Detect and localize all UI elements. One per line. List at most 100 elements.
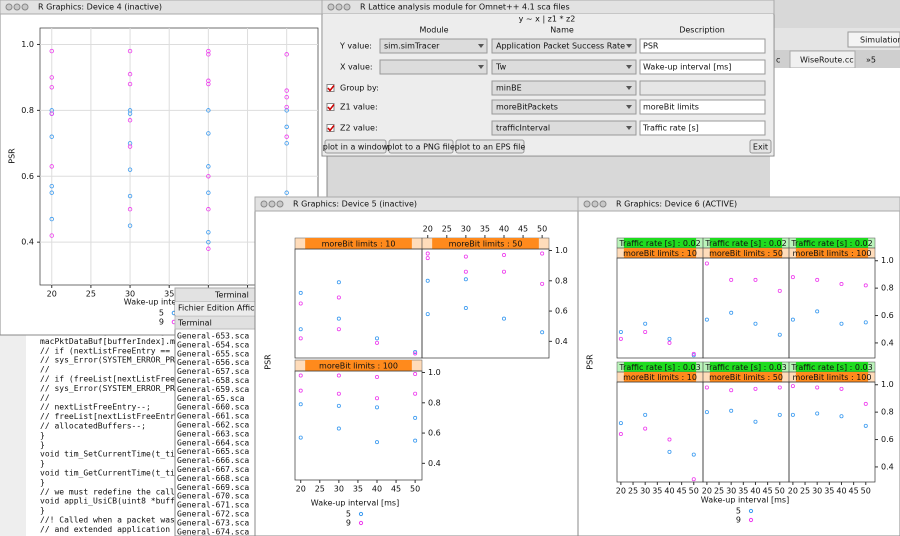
- strip-level: [795, 248, 869, 258]
- data-point: [284, 124, 289, 130]
- module-combo[interactable]: [379, 59, 488, 75]
- data-point: [127, 81, 133, 87]
- code-line: }: [40, 478, 45, 487]
- window-button[interactable]: [591, 200, 599, 208]
- description-field[interactable]: [639, 80, 766, 96]
- strip-level: [795, 372, 869, 382]
- name-combo[interactable]: [491, 38, 637, 54]
- strip-level: [623, 372, 697, 382]
- data-point: [839, 321, 844, 326]
- data-point: [49, 190, 54, 195]
- description-field[interactable]: [639, 59, 766, 75]
- strip-label: moreBit limits : 10: [322, 240, 396, 249]
- data-point: [49, 183, 54, 189]
- button[interactable]: [324, 139, 387, 154]
- button-label: Exit: [753, 143, 768, 152]
- window-button[interactable]: [260, 200, 268, 208]
- code-line: // sys_Error(SYSTEM_ERROR_PRNG: [40, 384, 185, 393]
- x-tick-label: 20: [423, 225, 433, 234]
- name-combo[interactable]: [491, 99, 637, 115]
- window-button[interactable]: [327, 3, 335, 11]
- code-line: //: [40, 365, 50, 374]
- window-button[interactable]: [583, 200, 591, 208]
- perspective-button[interactable]: [847, 31, 900, 48]
- x-tick-label: 40: [750, 487, 760, 496]
- button-label: plot in a window: [323, 143, 389, 152]
- y-tick-label: 0.6: [21, 172, 34, 181]
- x-tick-label: 35: [824, 487, 834, 496]
- data-point: [49, 134, 54, 139]
- terminal-line: General-671.sca: [177, 501, 249, 510]
- module-combo[interactable]: [379, 38, 488, 54]
- x-tick-label: 25: [442, 225, 452, 234]
- data-point: [618, 421, 623, 426]
- x-tick-label: 50: [861, 487, 871, 496]
- code-line: // sys_Error(SYSTEM_ERROR_PRNG: [40, 356, 185, 365]
- checkbox[interactable]: [326, 124, 335, 132]
- data-point: [413, 372, 418, 377]
- strip-label: Traffic rate [s] : 0.02: [704, 239, 786, 248]
- data-point: [729, 277, 734, 282]
- window-button[interactable]: [343, 3, 351, 11]
- checkbox[interactable]: [326, 84, 335, 92]
- window-title: R Graphics: Device 6 (ACTIVE): [616, 200, 737, 209]
- strip-label: moreBit limits : 100: [793, 373, 872, 382]
- x-tick-label: 45: [677, 487, 687, 496]
- terminal-line: General-667.sca: [177, 465, 249, 474]
- data-point: [643, 329, 648, 334]
- button[interactable]: [749, 139, 772, 154]
- combo-arrow: [626, 86, 632, 90]
- name-combo[interactable]: [491, 59, 637, 75]
- terminal-line: General-653.sca: [177, 332, 249, 341]
- data-point: [753, 277, 758, 282]
- data-point: [206, 190, 211, 195]
- window-button[interactable]: [13, 3, 21, 11]
- code-line: //! Called when a packet was received at: [40, 516, 233, 525]
- data-point: [284, 134, 289, 139]
- description-field[interactable]: [639, 99, 766, 115]
- data-point: [298, 435, 303, 440]
- window-button[interactable]: [21, 3, 29, 11]
- data-point: [777, 332, 782, 337]
- data-point: [777, 385, 782, 390]
- x-tick-label: 25: [800, 487, 810, 496]
- data-point: [206, 230, 211, 235]
- data-point: [729, 310, 734, 315]
- legend-marker: [358, 520, 364, 526]
- column-header: Description: [679, 26, 725, 35]
- data-point: [49, 216, 54, 222]
- button[interactable]: [455, 139, 525, 154]
- name-combo[interactable]: [491, 80, 637, 96]
- x-tick-label: 45: [849, 487, 859, 496]
- button[interactable]: [388, 139, 454, 154]
- data-point: [336, 316, 341, 321]
- x-tick-label: 40: [499, 225, 509, 234]
- terminal-line: General-659.sca: [177, 385, 249, 394]
- data-point: [298, 336, 303, 341]
- data-point: [298, 388, 303, 393]
- description-field[interactable]: [639, 38, 766, 54]
- panel: [788, 257, 876, 359]
- x-tick-label: 30: [640, 487, 650, 496]
- x-tick-label: 45: [391, 485, 401, 494]
- terminal-line: General-661.sca: [177, 412, 249, 421]
- terminal-line: General-654.sca: [177, 340, 249, 349]
- window-button[interactable]: [276, 200, 284, 208]
- window-button[interactable]: [335, 3, 343, 11]
- data-point: [127, 111, 133, 116]
- menu-bar: [175, 302, 265, 315]
- description-field[interactable]: [639, 120, 766, 136]
- window-button[interactable]: [268, 200, 276, 208]
- window-button[interactable]: [599, 200, 607, 208]
- checkbox[interactable]: [326, 103, 335, 111]
- data-point: [839, 282, 844, 287]
- window-button[interactable]: [5, 3, 13, 11]
- data-point: [49, 48, 54, 54]
- terminal-line: General-660.sca: [177, 403, 249, 412]
- x-axis-label: Wake-up interval [ms]: [701, 496, 789, 505]
- data-point: [127, 167, 133, 172]
- strip-level: [623, 248, 697, 258]
- name-combo[interactable]: [491, 120, 637, 136]
- data-point: [691, 351, 696, 356]
- data-point: [815, 277, 820, 282]
